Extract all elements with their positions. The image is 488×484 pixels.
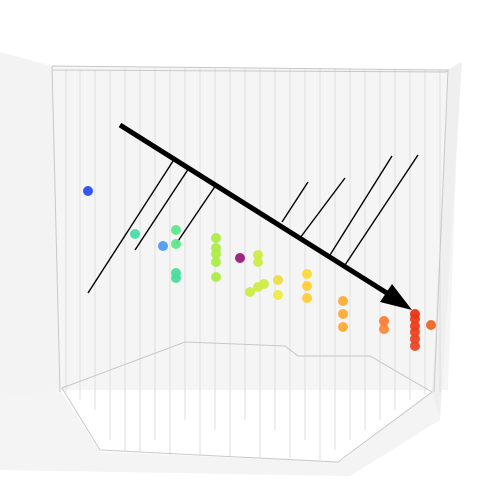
point: [211, 272, 221, 282]
point: [211, 233, 221, 243]
box-wireframe: [51, 65, 450, 463]
point: [171, 225, 181, 235]
point: [302, 281, 312, 291]
point: [171, 239, 181, 249]
point: [253, 250, 263, 260]
point: [426, 320, 436, 330]
point: [171, 268, 181, 278]
point: [338, 309, 348, 319]
point: [158, 241, 168, 251]
point: [410, 334, 420, 344]
point: [379, 316, 389, 326]
projection-lines: [87, 154, 419, 294]
point: [302, 293, 312, 303]
points: [83, 186, 436, 351]
point: [302, 269, 312, 279]
direction-arrow: [118, 122, 412, 310]
point: [211, 243, 221, 253]
point: [211, 257, 221, 267]
point: [259, 279, 269, 289]
point: [410, 309, 420, 319]
point: [83, 186, 93, 196]
point: [130, 229, 140, 239]
point: [379, 324, 389, 334]
point: [273, 290, 283, 300]
point: [410, 321, 420, 331]
point: [253, 257, 263, 267]
point: [273, 275, 283, 285]
point: [245, 287, 255, 297]
point: [338, 322, 348, 332]
background-panels: [0, 52, 462, 476]
point: [410, 341, 420, 351]
point: [338, 296, 348, 306]
point: [235, 253, 245, 263]
